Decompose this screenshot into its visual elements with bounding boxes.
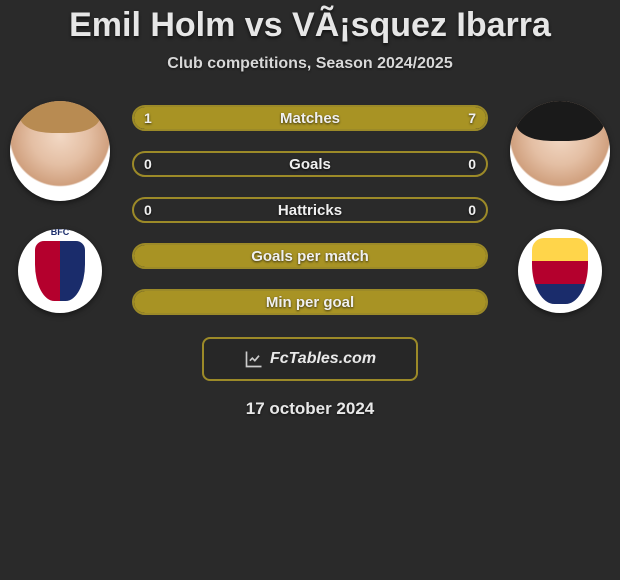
stat-bar: Hattricks0 0 (132, 197, 488, 223)
club-right-shield (532, 238, 588, 304)
club-left-shield (32, 238, 88, 304)
stat-bar: Goals0 0 (132, 151, 488, 177)
stat-bar-value-left: 0 (144, 199, 152, 221)
stat-bars: Matches17Goals00Hattricks00Goals per mat… (132, 101, 488, 315)
stat-bar-value-left: 0 (144, 153, 152, 175)
stat-bar: Goals per match (132, 243, 488, 269)
watermark-box: FcTables.com (202, 337, 418, 381)
right-side (506, 101, 614, 313)
subtitle: Club competitions, Season 2024/2025 (0, 55, 620, 73)
stat-bar-label: Matches (134, 107, 486, 129)
stat-bar-label: Goals per match (134, 245, 486, 267)
stat-bar-value-right: 0 (468, 199, 476, 221)
left-side (6, 101, 114, 313)
player-left-avatar (10, 101, 110, 201)
stat-bar-value-right: 7 (468, 107, 476, 129)
stat-bar-label: Min per goal (134, 291, 486, 313)
stat-bar-value-right: 0 (468, 153, 476, 175)
date-label: 17 october 2024 (0, 399, 620, 419)
stat-bar: Min per goal (132, 289, 488, 315)
infographic-root: Emil Holm vs VÃ¡squez Ibarra Club compet… (0, 0, 620, 419)
page-title: Emil Holm vs VÃ¡squez Ibarra (0, 6, 620, 45)
player-right-avatar (510, 101, 610, 201)
stat-bar-label: Hattricks (134, 199, 486, 221)
chart-icon (244, 349, 264, 369)
stat-bar-label: Goals (134, 153, 486, 175)
watermark-text: FcTables.com (270, 350, 376, 368)
stat-bar-value-left: 1 (144, 107, 152, 129)
stat-bar: Matches1 7 (132, 105, 488, 131)
club-left-crest (18, 229, 102, 313)
club-right-crest (518, 229, 602, 313)
stats-layout: Matches17Goals00Hattricks00Goals per mat… (0, 101, 620, 315)
